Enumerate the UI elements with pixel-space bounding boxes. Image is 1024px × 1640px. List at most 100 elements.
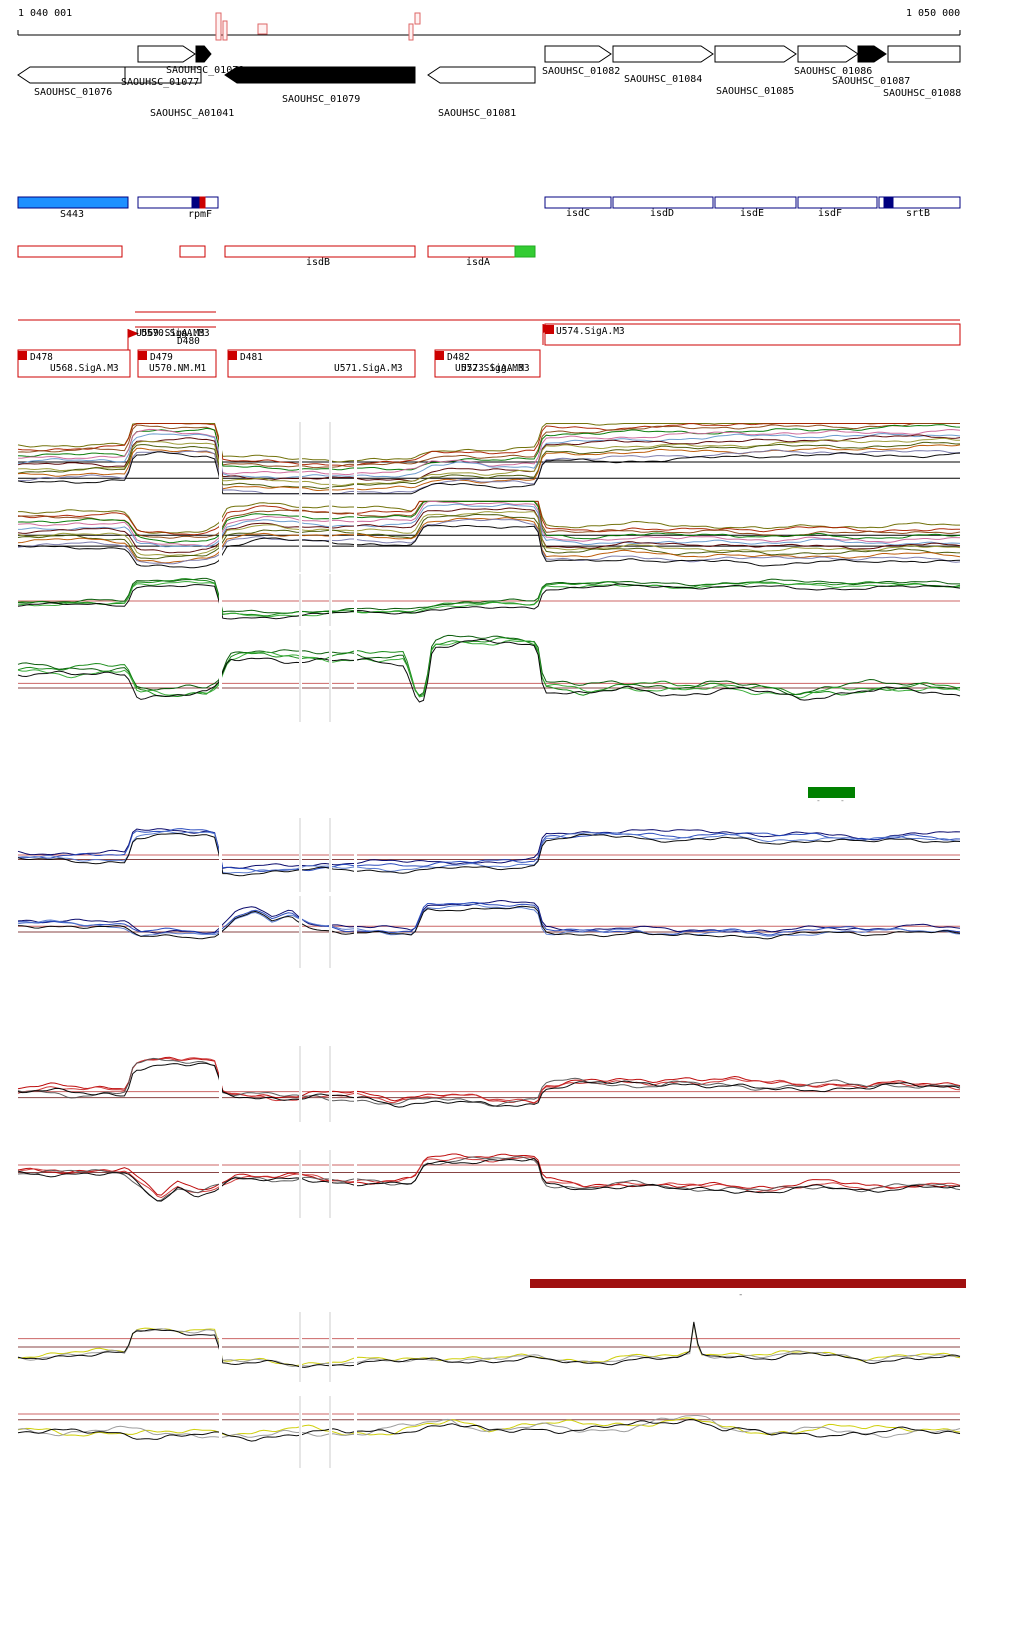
- wiggle-track-canvas: [17, 1312, 961, 1382]
- gene-arrow: [17, 66, 126, 84]
- track-separator-gap: [219, 422, 222, 496]
- wiggle-track-forward-coverage-red: [0, 1046, 1024, 1122]
- blue-feature-label: isdF: [818, 208, 842, 219]
- coverage-line: [17, 428, 961, 476]
- wiggle-track-canvas: [17, 896, 961, 968]
- tss-box-marker: [18, 351, 27, 360]
- coverage-line: [17, 424, 961, 471]
- wiggle-track-reverse-coverage-red: [0, 1150, 1024, 1218]
- tss-flag-icon: [128, 329, 139, 338]
- coverage-line: [17, 828, 961, 869]
- wiggle-track-reverse-coverage-all: [0, 500, 1024, 572]
- tss-box-marker: [545, 325, 554, 334]
- wiggle-track-canvas: [17, 500, 961, 572]
- tss-label: D482: [447, 352, 470, 363]
- track-separator-gap: [354, 818, 357, 892]
- ruler-red-mark: [257, 23, 268, 35]
- green-bar-tick: -: [816, 796, 821, 805]
- gene-arrow: [612, 45, 714, 63]
- track-separator-gap: [219, 500, 222, 572]
- gene-label: SAOUHSC_01079: [282, 94, 360, 105]
- blue-feature-label: isdD: [650, 208, 674, 219]
- wiggle-track-forward-coverage-yellow: [0, 1312, 1024, 1382]
- ruler-red-mark: [222, 20, 228, 41]
- blue-feature-label: S443: [60, 209, 84, 220]
- coverage-line: [17, 422, 960, 467]
- gene-arrow: [195, 45, 212, 63]
- track-separator-gap: [219, 818, 222, 892]
- coverage-line: [17, 518, 961, 565]
- gene-arrow: [137, 45, 196, 63]
- blue-feature-label: isdE: [740, 208, 764, 219]
- ruler-red-mark: [215, 12, 222, 41]
- gene-label: SAOUHSC_01087: [832, 76, 910, 87]
- ruler-start-label: 1 040 001: [18, 8, 73, 19]
- track-separator-gap: [354, 630, 357, 722]
- coverage-line: [17, 901, 961, 936]
- gene-arrow: [427, 66, 536, 84]
- wiggle-track-reverse-coverage-blue: [0, 896, 1024, 968]
- tss-label: D478: [30, 352, 53, 363]
- gene-label: SAOUHSC_01077: [121, 77, 199, 88]
- coverage-line: [17, 432, 961, 480]
- track-separator-gap: [354, 422, 357, 496]
- blue-feature-label: isdC: [566, 208, 590, 219]
- coverage-line: [17, 524, 961, 569]
- coverage-line: [17, 517, 961, 564]
- ruler-red-mark: [414, 12, 421, 25]
- ruler-red-mark: [408, 23, 414, 41]
- track-separator-gap: [354, 1396, 357, 1468]
- coverage-line: [17, 828, 961, 872]
- track-separator-gap: [219, 896, 222, 968]
- blue-feature-label: rpmF: [188, 209, 212, 220]
- blue-feature: [878, 196, 961, 209]
- coverage-line: [17, 637, 961, 698]
- tss-label: U568.SigA.M3: [50, 363, 119, 374]
- coverage-line: [17, 639, 961, 699]
- coverage-line: [17, 449, 961, 495]
- track-separator-gap: [219, 574, 222, 626]
- tss-label: U572.SigA.M3: [455, 363, 524, 374]
- wiggle-track-canvas: [17, 1396, 961, 1468]
- gene-label: SAOUHSC_01084: [624, 74, 702, 85]
- blue-feature: [544, 196, 612, 209]
- green-bar-tick: -: [840, 796, 845, 805]
- red-feature: [179, 245, 206, 258]
- coverage-line: [17, 638, 961, 703]
- coverage-line: [17, 903, 961, 937]
- wiggle-track-canvas: [17, 818, 961, 892]
- tss-box: [544, 323, 961, 346]
- gene-arrow: [857, 45, 887, 63]
- tss-label: U573.SigA.M3: [461, 363, 530, 374]
- coverage-line: [17, 1057, 961, 1107]
- wiggle-track-canvas: [17, 574, 961, 626]
- green-feature-segment: [514, 245, 536, 258]
- track-separator-gap: [219, 1312, 222, 1382]
- gene-arrow: [714, 45, 797, 63]
- tss-box-marker: [138, 351, 147, 360]
- blue-feature: [714, 196, 797, 209]
- coverage-line: [17, 905, 961, 940]
- blue-feature-label: srtB: [906, 208, 930, 219]
- gene-label: SAOUHSC_01078: [166, 65, 244, 76]
- wiggle-track-forward-coverage-all: [0, 422, 1024, 496]
- tss-box: [17, 349, 131, 378]
- wiggle-track-forward-coverage-blue: [0, 818, 1024, 892]
- coverage-line: [17, 434, 961, 482]
- dark-red-bar-label: -: [738, 1290, 744, 1300]
- gene-arrow: [124, 66, 202, 84]
- tss-label: D480: [177, 336, 200, 347]
- tss-box: [227, 349, 416, 378]
- track-separator-gap: [354, 1312, 357, 1382]
- coverage-line: [17, 1156, 961, 1202]
- tss-box-marker: [228, 351, 237, 360]
- wiggle-track-canvas: [17, 422, 961, 496]
- wiggle-track-canvas: [17, 1046, 961, 1122]
- coverage-line: [17, 580, 961, 618]
- tss-label: U570.NM.M1: [149, 363, 206, 374]
- coverage-line: [17, 437, 960, 487]
- wiggle-track-canvas: [17, 1150, 961, 1218]
- gene-label: SAOUHSC_01082: [542, 66, 620, 77]
